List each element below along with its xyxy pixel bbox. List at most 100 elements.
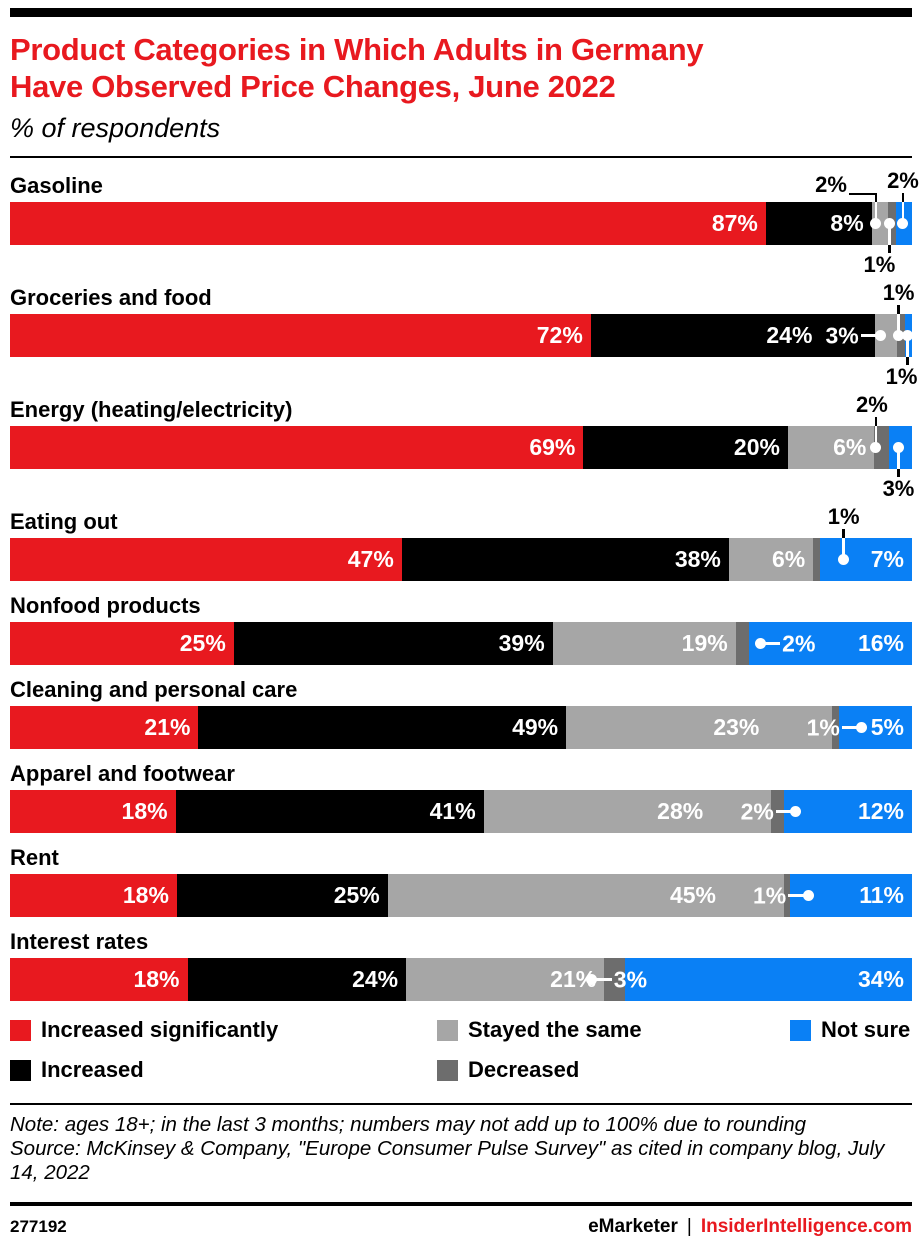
leader-line-outer [897, 305, 900, 314]
page-title: Product Categories in Which Adults in Ge… [10, 31, 912, 105]
legend-swatch-gray [437, 1019, 458, 1041]
callout-dot [856, 722, 868, 733]
segment-value-label: 19% [681, 630, 728, 656]
segment-value-label: 5% [870, 714, 905, 740]
leader-line-outer [874, 417, 878, 426]
callout-value-label: 1% [753, 882, 787, 908]
segment-increased: 25% [176, 874, 388, 917]
callout-value-label: 2% [887, 168, 919, 193]
segment-value-label: 25% [333, 882, 380, 908]
chart-row: Rent 18% 25% 45% 11% 1% [10, 845, 912, 917]
segment-increased-significantly: 18% [10, 874, 177, 917]
segment-increased: 38% [401, 538, 729, 581]
leader-line-horizontal [841, 726, 858, 729]
callout-value-label: 2% [782, 630, 816, 656]
leader-line-outer [906, 357, 909, 365]
category-label: Nonfood products [10, 593, 201, 618]
top-accent-bar [10, 8, 912, 17]
callout-dot [875, 330, 887, 341]
segment-stayed-the-same: 21% [406, 958, 605, 1001]
segment-decreased [604, 958, 625, 1001]
stacked-bar: 47% 38% 6% 7% 1% [10, 504, 912, 581]
category-label: Gasoline [10, 173, 103, 198]
segment-decreased [813, 538, 821, 581]
segment-value-label: 23% [713, 714, 760, 740]
notes-block: Note: ages 18+; in the last 3 months; nu… [10, 1113, 912, 1185]
segment-increased-significantly: 21% [10, 706, 199, 749]
segment-value-label: 28% [657, 798, 704, 824]
callout-dot [754, 638, 766, 649]
legend-item-stayed-the-same: Stayed the same [437, 1017, 790, 1043]
legend-swatch-red [10, 1019, 31, 1041]
segment-increased: 39% [233, 622, 553, 665]
stacked-bar: 87% 8% 2% 1% 2% [10, 168, 919, 277]
segment-increased-significantly: 69% [10, 426, 584, 469]
callout-value-label: 3% [825, 322, 859, 348]
brand-emarketer: eMarketer [588, 1216, 678, 1237]
leader-line-inner [906, 335, 909, 357]
segment-stayed-the-same [875, 314, 898, 357]
segment-value-label: 18% [133, 966, 180, 992]
leader-line-inner [874, 202, 878, 224]
segment-value-label: 69% [529, 434, 576, 460]
segment-not-sure: 34% [624, 958, 912, 1001]
chart-row: Apparel and footwear 18% 41% 28% 12% 2% [10, 761, 913, 833]
segment-value-label: 16% [857, 630, 904, 656]
leader-line-inner [842, 538, 845, 560]
callout-dot [790, 806, 802, 817]
segment-not-sure: 12% [783, 790, 913, 833]
segment-increased: 24% [187, 958, 407, 1001]
header-divider [10, 156, 912, 158]
callout-dot [893, 330, 905, 341]
leader-line-inner [897, 314, 900, 336]
leader-line-outer [888, 245, 891, 253]
segment-value-label: 18% [121, 798, 168, 824]
chart-row: Energy (heating/electricity) 69% 20% 6% 2% 3% [10, 392, 914, 501]
segment-value-label: 38% [674, 546, 721, 572]
note-text: Note: ages 18+; in the last 3 months; nu… [10, 1113, 807, 1136]
segment-stayed-the-same: 6% [787, 426, 875, 469]
segment-value-label: 49% [512, 714, 559, 740]
segment-value-label: 6% [833, 434, 867, 460]
segment-increased-significantly: 18% [10, 790, 176, 833]
segment-increased: 49% [198, 706, 567, 749]
segment-value-label: 24% [352, 966, 399, 992]
segment-value-label: 72% [536, 322, 583, 348]
segment-value-label: 25% [179, 630, 226, 656]
segment-value-label: 34% [857, 966, 904, 992]
leader-elbow [848, 192, 875, 195]
footer-rule [10, 1202, 912, 1206]
callout-value-label: 1% [863, 252, 896, 277]
callout-dot [883, 218, 895, 229]
category-label: Interest rates [10, 929, 149, 954]
segment-value-label: 24% [766, 322, 813, 348]
brand-insider-intelligence-link[interactable]: InsiderIntelligence.com [700, 1216, 912, 1237]
chart-rows: Gasoline 87% 8% 2% 1% 2% Groceries and food 72%… [10, 168, 919, 1001]
category-label: Groceries and food [10, 285, 212, 310]
leader-line-horizontal [764, 642, 781, 645]
leader-line-outer [897, 469, 900, 477]
segment-decreased [874, 426, 890, 469]
legend-label: Stayed the same [468, 1017, 642, 1042]
segment-value-label: 39% [498, 630, 545, 656]
segment-not-sure: 7% [820, 538, 912, 581]
leader-line-inner [888, 223, 891, 245]
chart-row: Nonfood products 25% 39% 19% 16% 2% [10, 593, 912, 665]
leader-line-horizontal [860, 334, 877, 337]
segment-increased-significantly: 72% [10, 314, 591, 357]
chart-row: Gasoline 87% 8% 2% 1% 2% [10, 168, 919, 277]
callout-value-label: 2% [856, 392, 888, 417]
callout-value-label: 1% [806, 714, 840, 740]
segment-stayed-the-same: 23% [566, 706, 833, 749]
callout-value-label: 3% [882, 476, 915, 501]
segment-increased-significantly: 18% [10, 958, 188, 1001]
segment-stayed-the-same: 19% [552, 622, 736, 665]
category-label: Eating out [10, 509, 118, 534]
segment-value-label: 11% [859, 882, 904, 908]
segment-value-label: 47% [347, 546, 394, 572]
segment-decreased [783, 874, 791, 917]
chart-subtitle: % of respondents [10, 113, 221, 143]
title-line-1: Product Categories in Which Adults in Ge… [10, 32, 704, 67]
stacked-bar: 21% 49% 23% 5% 1% [10, 706, 913, 749]
